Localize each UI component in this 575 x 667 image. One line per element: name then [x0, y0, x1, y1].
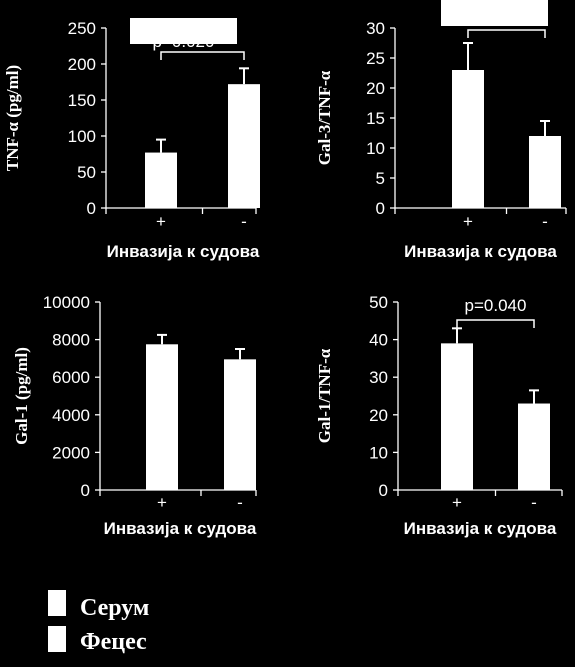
- y-axis-label: Gal-1 (pg/ml): [12, 347, 31, 445]
- y-tick-label: 15: [366, 109, 385, 128]
- x-axis-label: Инвазија к судова: [107, 242, 260, 261]
- x-axis-label: Инвазија к судова: [404, 519, 557, 538]
- annotation-cover-box: [130, 18, 237, 44]
- legend: Серум Фецес: [48, 590, 149, 655]
- bar-plus: [145, 152, 177, 208]
- category-label: +: [157, 493, 167, 512]
- category-label: +: [452, 493, 462, 512]
- legend-label: Фецес: [80, 629, 147, 655]
- y-tick-label: 100: [68, 127, 96, 146]
- y-axis-label: TNF-α (pg/ml): [3, 65, 22, 171]
- x-axis-label: Инвазија к судова: [404, 242, 557, 261]
- y-tick-label: 50: [369, 293, 388, 312]
- legend-swatch: [48, 626, 66, 652]
- y-tick-label: 10000: [43, 293, 90, 312]
- x-axis-label: Инвазија к судова: [104, 519, 257, 538]
- y-tick-label: 50: [77, 163, 96, 182]
- y-tick-label: 30: [369, 368, 388, 387]
- significance-bracket: [456, 319, 535, 328]
- y-tick-label: 10: [369, 443, 388, 462]
- significance-bracket: [467, 29, 546, 38]
- bar-plus: [452, 70, 484, 208]
- bar-plus: [146, 344, 178, 490]
- p-value-label: p=0.040: [465, 296, 527, 315]
- bar-minus: [224, 359, 256, 490]
- y-tick-label: 8000: [52, 331, 90, 350]
- y-tick-label: 30: [366, 19, 385, 38]
- category-label: -: [531, 493, 537, 512]
- chart-panel-1: 0 50 100 150 200 250 + - TNF-α (pg/ml) Инвазија к…: [3, 18, 260, 261]
- y-tick-label: 0: [376, 199, 385, 218]
- category-label: -: [241, 212, 247, 231]
- y-tick-label: 20: [366, 79, 385, 98]
- legend-swatch: [48, 590, 66, 616]
- bar-minus: [529, 136, 561, 208]
- y-tick-label: 20: [369, 406, 388, 425]
- chart-panel-2: 0 5 10 15 20 25 30 + - Gal-3/TNF-α Инвазија к судо…: [315, 0, 567, 261]
- y-tick-label: 25: [366, 49, 385, 68]
- bar-minus: [518, 403, 550, 490]
- y-axis-label: Gal-1/TNF-α: [315, 348, 334, 443]
- y-tick-label: 0: [379, 481, 388, 500]
- chart-panel-3: 0 2000 4000 6000 8000 10000 + - Gal-1 (pg/ml) Инв…: [12, 293, 257, 538]
- y-tick-label: 5: [376, 169, 385, 188]
- y-tick-label: 150: [68, 91, 96, 110]
- chart-panel-4: 0 10 20 30 40 50 + - Gal-1/TNF-α Инвазија к судов…: [315, 293, 563, 538]
- y-tick-label: 200: [68, 55, 96, 74]
- y-tick-label: 6000: [52, 368, 90, 387]
- legend-label: Серум: [80, 595, 149, 621]
- significance-bracket: [160, 51, 245, 60]
- bar-minus: [228, 84, 260, 208]
- y-tick-label: 4000: [52, 406, 90, 425]
- y-axis-label: Gal-3/TNF-α: [315, 70, 334, 165]
- annotation-cover-box: [441, 0, 548, 26]
- y-tick-label: 2000: [52, 443, 90, 462]
- category-label: +: [463, 212, 473, 231]
- bar-plus: [441, 343, 473, 490]
- y-tick-label: 10: [366, 139, 385, 158]
- y-tick-label: 0: [81, 481, 90, 500]
- y-tick-label: 0: [87, 199, 96, 218]
- y-tick-label: 250: [68, 19, 96, 38]
- category-label: +: [156, 212, 166, 231]
- category-label: -: [237, 493, 243, 512]
- category-label: -: [542, 212, 548, 231]
- y-tick-label: 40: [369, 331, 388, 350]
